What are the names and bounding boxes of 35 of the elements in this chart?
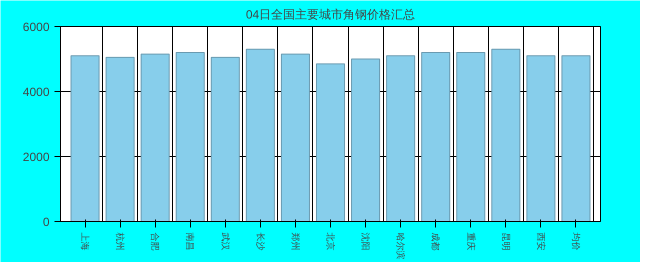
x-tick-label: 成都 [430, 232, 441, 250]
y-tick-label: 0 [42, 215, 50, 229]
y-tick-label: 2000 [22, 150, 50, 164]
x-tick-label: 郑州 [290, 232, 300, 250]
bar [421, 52, 450, 222]
bar [491, 48, 520, 222]
bar [386, 55, 416, 222]
y-tick-label: 4000 [22, 85, 50, 99]
x-tick-label: 重庆 [466, 232, 476, 250]
x-tick-label: 均价 [570, 232, 581, 250]
bar [106, 56, 135, 222]
bar [280, 54, 310, 222]
bar [316, 63, 346, 222]
bar [561, 55, 590, 222]
x-tick-label: 合肥 [150, 232, 160, 250]
x-tick-label: 长沙 [255, 232, 266, 250]
x-tick-label: 哈尔滨 [396, 232, 406, 260]
bar [351, 58, 380, 222]
bar [210, 56, 240, 222]
y-tick-label: 6000 [22, 20, 50, 34]
bar [456, 52, 486, 222]
bar [70, 55, 100, 222]
bar [246, 48, 275, 222]
x-tick-label: 上海 [80, 232, 90, 250]
x-tick-label: 杭州 [115, 232, 126, 250]
bar [176, 52, 205, 222]
x-tick-label: 南昌 [185, 232, 196, 250]
x-tick-label: 北京 [326, 232, 336, 250]
bar [140, 54, 170, 222]
x-tick-label: 西安 [536, 232, 546, 250]
x-tick-label: 昆明 [500, 232, 511, 250]
bar [526, 55, 556, 222]
chart-title: 04日全国主要城市角钢价格汇总 [246, 8, 416, 22]
x-tick-label: 沈阳 [360, 232, 371, 250]
x-tick-label: 武汉 [220, 232, 230, 250]
